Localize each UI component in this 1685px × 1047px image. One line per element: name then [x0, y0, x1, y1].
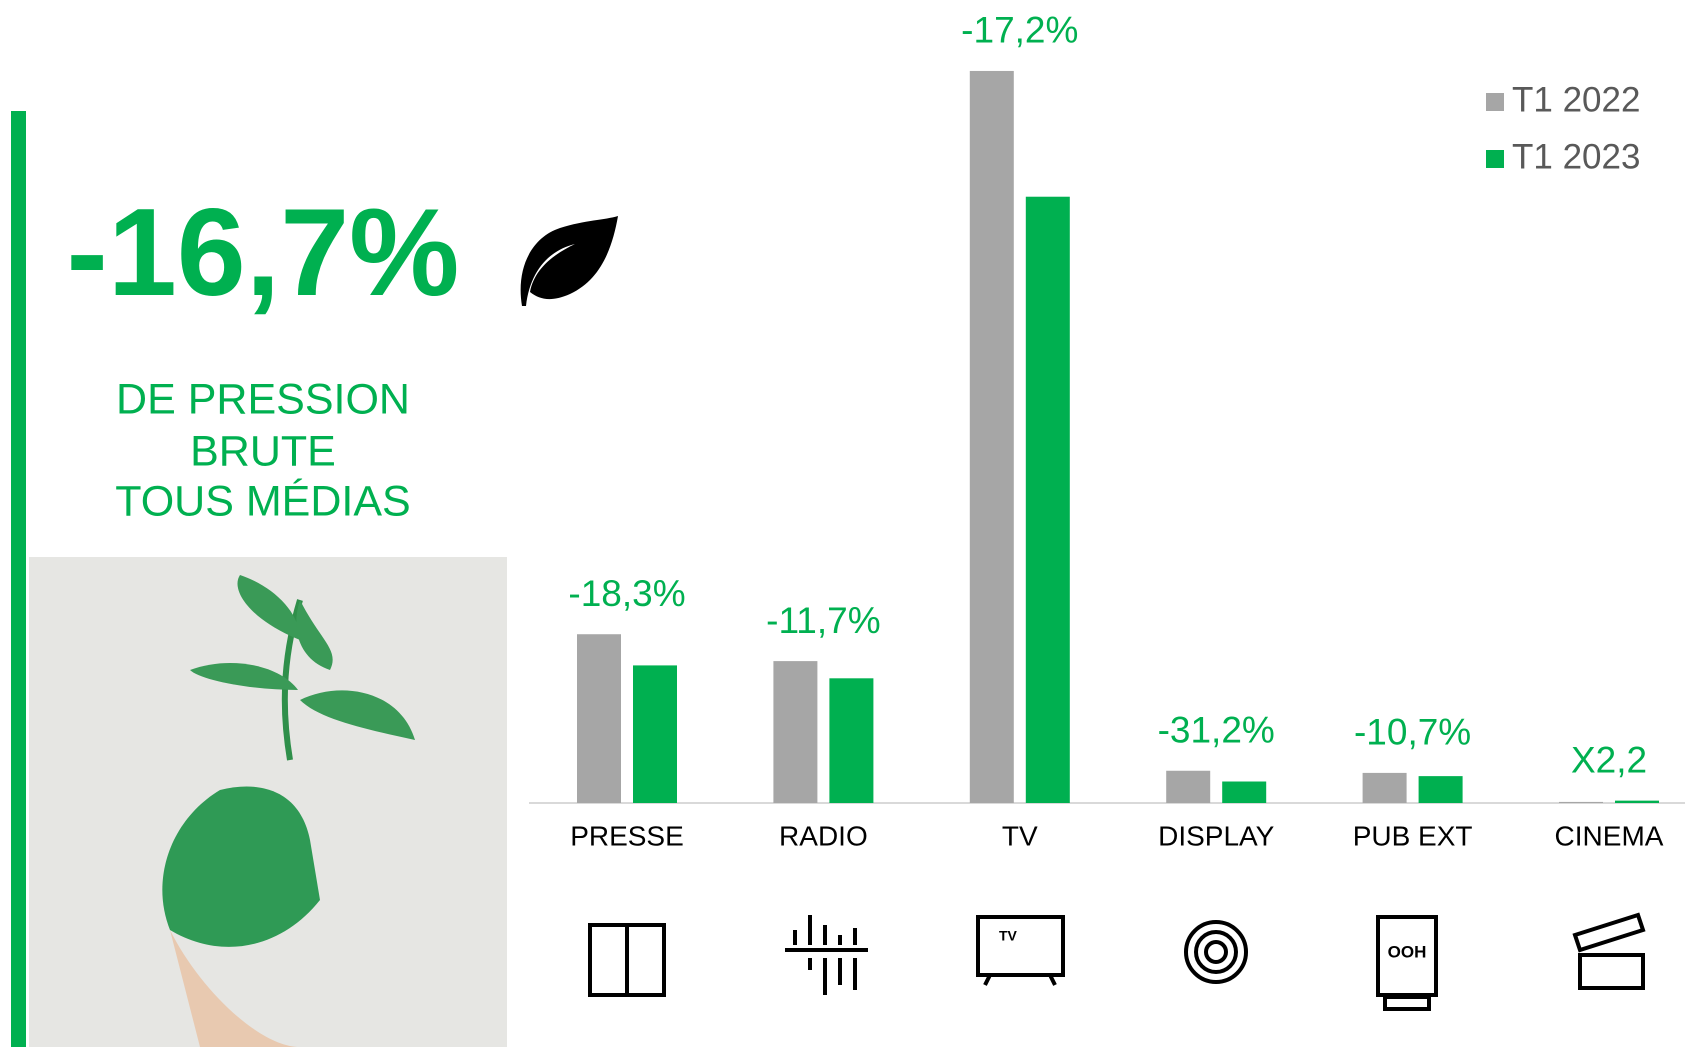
headline-line: BRUTE	[190, 427, 336, 475]
category-label: CINEMA	[1555, 820, 1664, 851]
category-label: PUB EXT	[1353, 820, 1473, 851]
legend-swatch	[1486, 93, 1504, 111]
category-label: RADIO	[779, 820, 868, 851]
legend-label: T1 2022	[1512, 80, 1640, 119]
bar	[1615, 800, 1659, 803]
bar	[577, 634, 621, 803]
headline-line: DE PRESSION	[116, 375, 410, 423]
change-label: -17,2%	[961, 10, 1078, 51]
legend-label: T1 2023	[1512, 137, 1640, 176]
change-label: -11,7%	[766, 600, 881, 641]
bar	[773, 661, 818, 803]
bar	[1418, 776, 1463, 803]
bar	[969, 70, 1014, 803]
icons	[588, 912, 1646, 1011]
ooh-icon-text: OOH	[1388, 942, 1427, 961]
leaf-icon	[520, 216, 618, 306]
radio-icon	[785, 915, 868, 995]
bar	[1362, 772, 1407, 803]
accent-bar	[11, 111, 26, 1047]
change-label: -31,2%	[1158, 710, 1275, 751]
category-label: TV	[1002, 820, 1038, 851]
bar	[1166, 770, 1211, 803]
bar	[1222, 781, 1267, 803]
category-label: DISPLAY	[1158, 820, 1275, 851]
bar	[1025, 196, 1070, 803]
legend-swatch	[1486, 150, 1504, 168]
change-label: -10,7%	[1354, 712, 1471, 753]
tv-icon-text: TV	[999, 928, 1018, 944]
change-label: -18,3%	[568, 573, 685, 614]
change-label: X2,2	[1571, 739, 1647, 780]
tv-icon	[976, 915, 1065, 977]
headline-line: TOUS MÉDIAS	[115, 477, 410, 525]
category-label: PRESSE	[570, 820, 684, 851]
headline-value: -16,7%	[67, 184, 460, 322]
cinema-icon	[1578, 953, 1645, 990]
bar	[1559, 801, 1603, 803]
bar	[829, 678, 874, 803]
bar	[633, 665, 677, 803]
photo	[29, 557, 507, 1047]
fingerprint-icon	[1184, 920, 1248, 984]
